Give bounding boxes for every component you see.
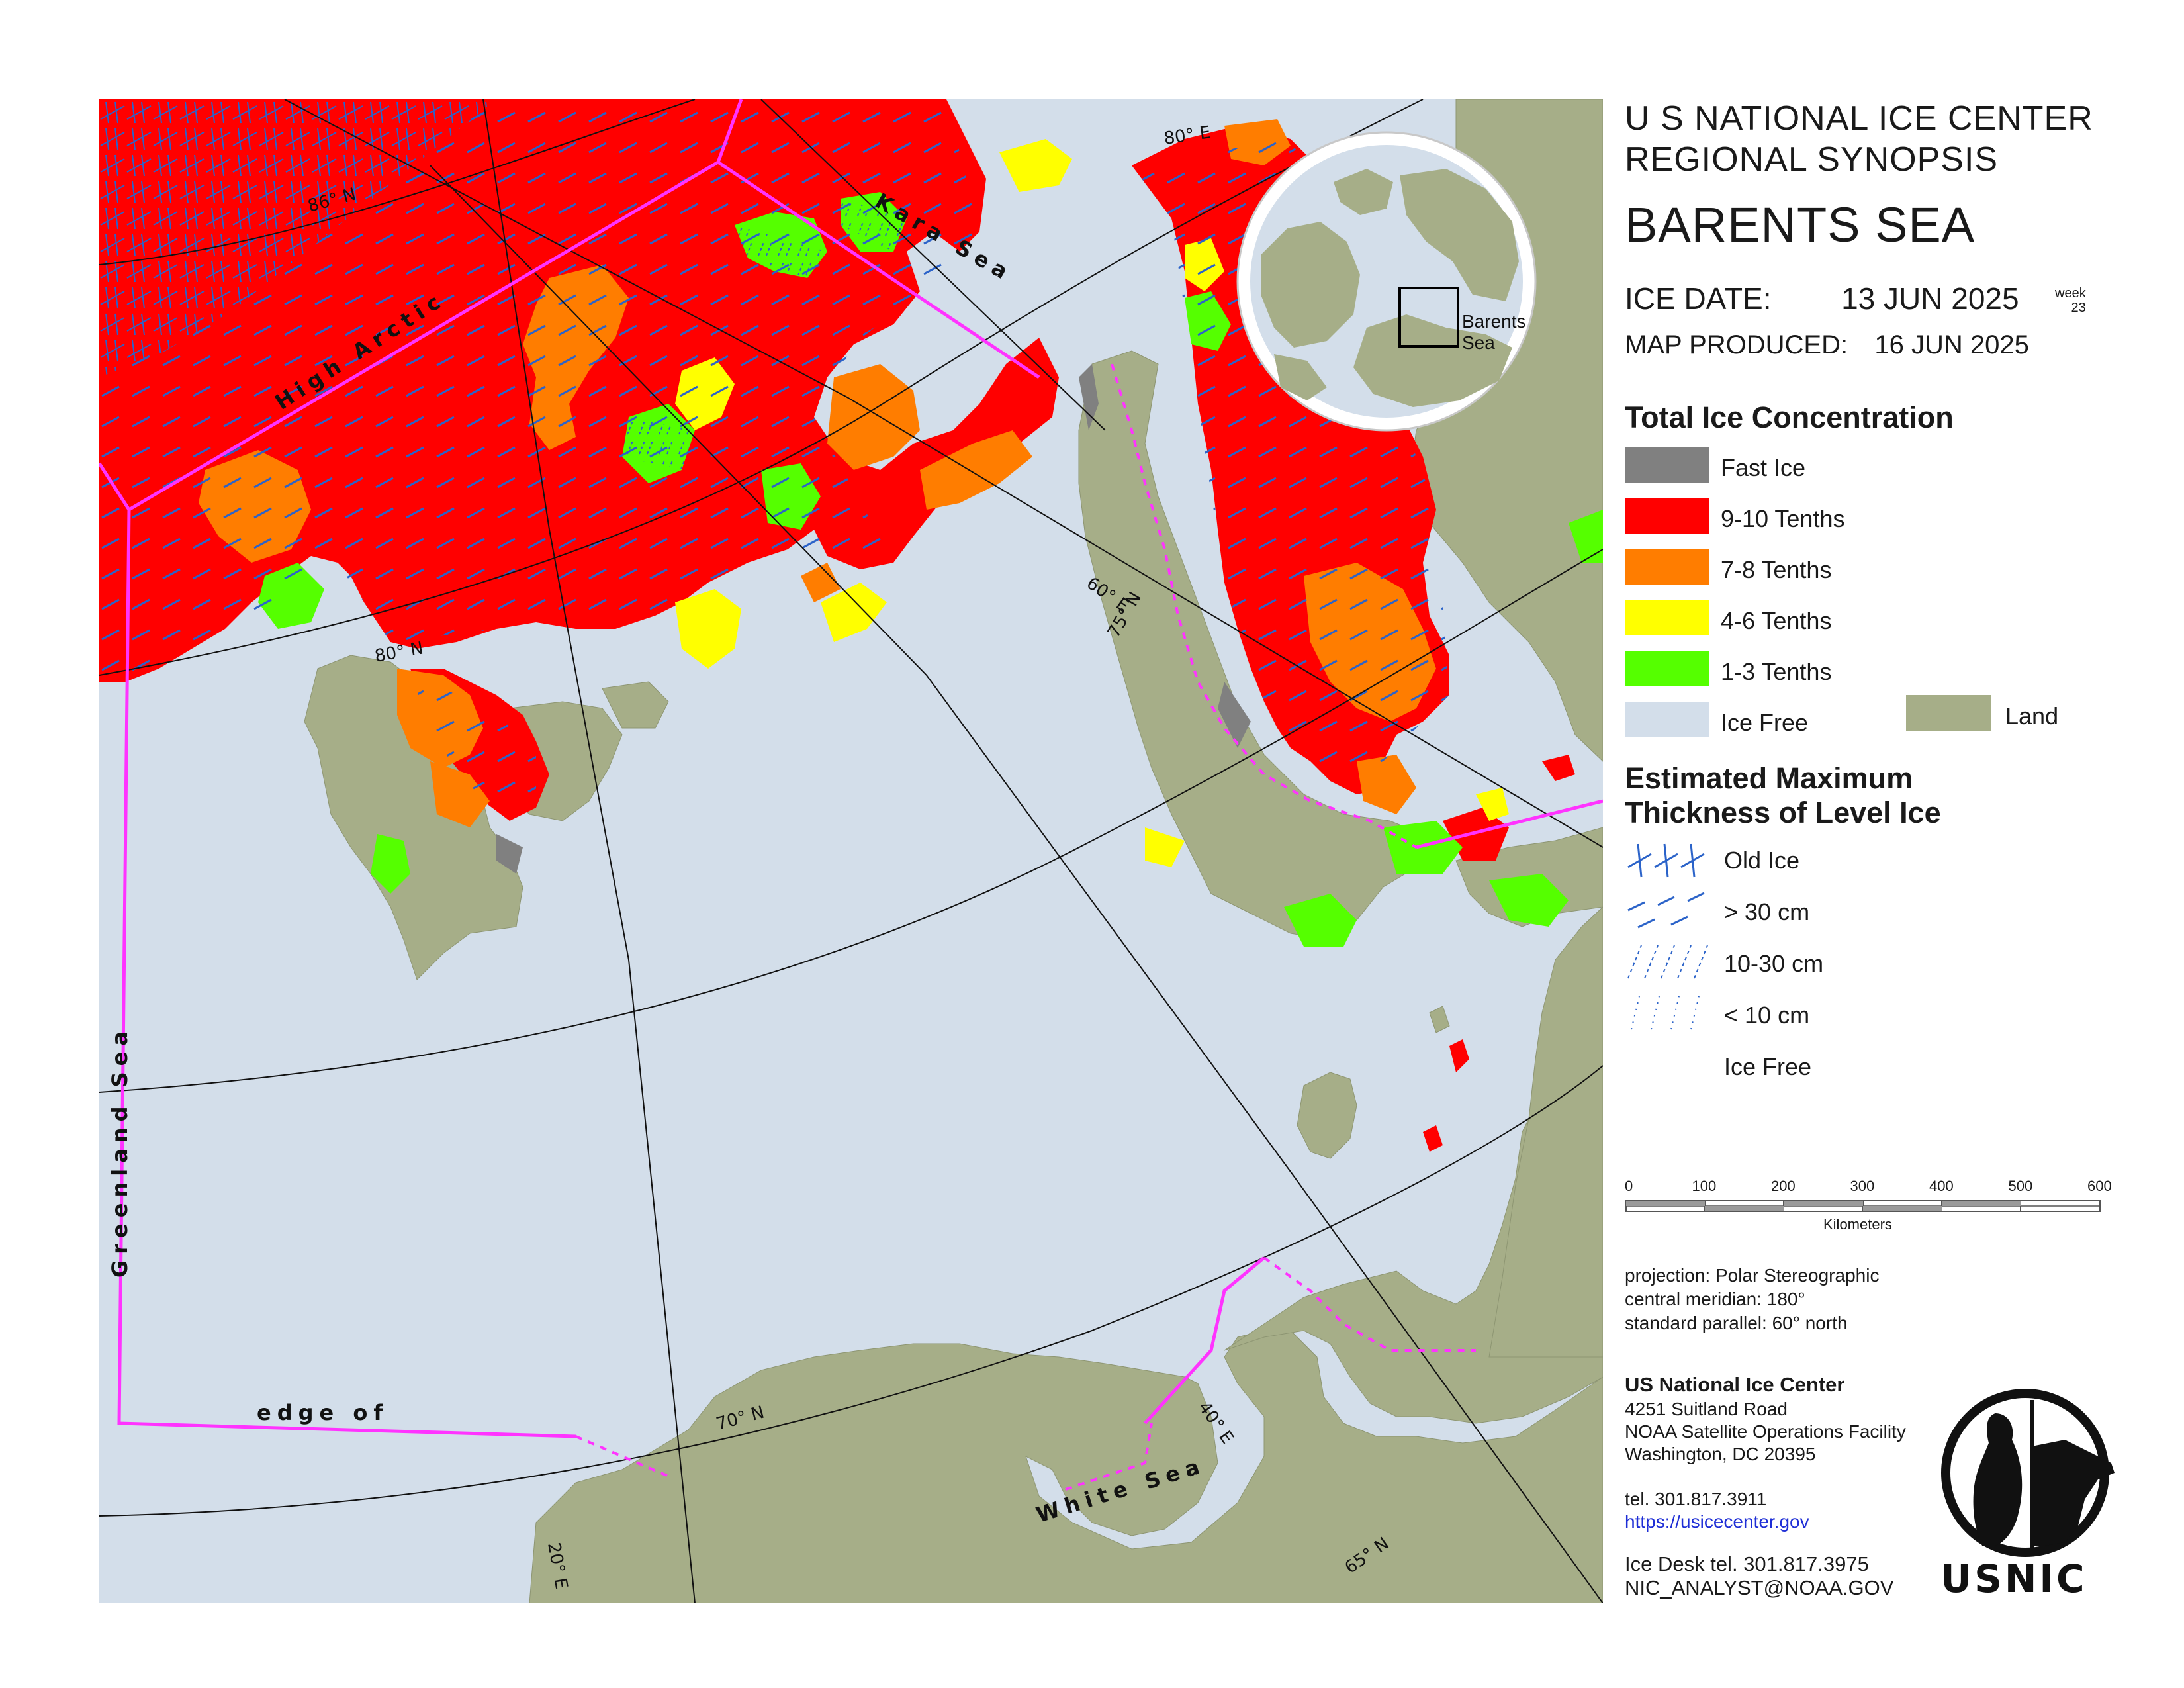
thickness-hatch-layer xyxy=(99,99,1449,808)
thickness-thin-label: < 10 cm xyxy=(1724,1002,1810,1029)
contact-address-1: 4251 Suitland Road xyxy=(1625,1399,1788,1419)
concentration-swatch xyxy=(1625,702,1709,737)
thickness-old-label: Old Ice xyxy=(1724,847,1800,874)
scale-bar: 0 100 200 300 400 500 600 Kilometers xyxy=(1625,1178,2112,1233)
concentration-swatch xyxy=(1625,549,1709,585)
week-label: week xyxy=(2055,286,2086,301)
contact-address-2: NOAA Satellite Operations Facility xyxy=(1625,1421,1906,1442)
usnic-logo: USNIC xyxy=(1940,1389,2115,1601)
contact-tel: tel. 301.817.3911 xyxy=(1625,1489,1767,1509)
ice-desk-tel: Ice Desk tel. 301.817.3975 xyxy=(1625,1552,1869,1575)
ice-date-label: ICE DATE: xyxy=(1625,281,1772,316)
concentration-swatch xyxy=(1625,651,1709,686)
inset-region-box xyxy=(1398,287,1459,348)
thickness-old-swatch xyxy=(1627,843,1705,878)
scale-tick-label: 500 xyxy=(2008,1178,2033,1194)
usnic-logo-text: USNIC xyxy=(1940,1556,2087,1601)
scale-tick-label: 600 xyxy=(2087,1178,2112,1194)
inset-label-2: Sea xyxy=(1462,332,1495,353)
produced-date: 16 JUN 2025 xyxy=(1874,330,2029,359)
projection-line-3: standard parallel: 60° north xyxy=(1625,1313,1848,1333)
contact-url-link[interactable]: https://usicecenter.gov xyxy=(1625,1511,1809,1532)
week-badge: week 23 xyxy=(2055,286,2086,315)
legend-panel: U S NATIONAL ICE CENTER REGIONAL SYNOPSI… xyxy=(1625,99,2167,1609)
analysis-boundary xyxy=(99,99,1603,1438)
concentration-label: Ice Free xyxy=(1721,709,1809,736)
inset-label-1: Barents xyxy=(1462,311,1526,332)
thickness-legend-title-2: Thickness of Level Ice xyxy=(1625,796,1941,829)
scale-tick-label: 100 xyxy=(1692,1178,1717,1194)
dashed-boundary xyxy=(575,363,1476,1491)
concentration-label: 7-8 Tenths xyxy=(1721,556,1832,583)
inset-globe: Barents Sea xyxy=(1236,131,1537,432)
org-line-1: U S NATIONAL ICE CENTER xyxy=(1625,99,2093,138)
concentration-swatch xyxy=(1625,498,1709,534)
thickness-thin-swatch xyxy=(1631,996,1700,1030)
ice-date-value: 13 JUN 2025 xyxy=(1841,281,2019,316)
scale-tick-label: 0 xyxy=(1625,1178,1633,1194)
thickness-icefree-label: Ice Free xyxy=(1724,1053,1812,1080)
thickness-mid-label: 10-30 cm xyxy=(1724,950,1824,977)
contact-email: NIC_ANALYST@NOAA.GOV xyxy=(1625,1576,1894,1599)
projection-line-1: projection: Polar Stereographic xyxy=(1625,1265,1880,1286)
region-title: BARENTS SEA xyxy=(1625,197,1976,252)
scale-tick-label: 400 xyxy=(1929,1178,1954,1194)
org-line-2: REGIONAL SYNOPSIS xyxy=(1625,140,1999,179)
concentration-label: 4-6 Tenths xyxy=(1721,607,1832,634)
label-edge-of: edge of xyxy=(257,1400,388,1425)
graticule xyxy=(99,99,1603,1603)
land-swatch xyxy=(1906,695,1991,731)
concentration-swatch xyxy=(1625,600,1709,635)
concentration-label: 9-10 Tenths xyxy=(1721,505,1845,532)
label-greenland-sea: Greenland Sea xyxy=(107,1025,132,1278)
ice-date-row: ICE DATE: 13 JUN 2025 xyxy=(1625,281,2019,316)
thickness-mid-swatch xyxy=(1627,945,1708,979)
produced-row: MAP PRODUCED: 16 JUN 2025 xyxy=(1625,328,2029,362)
week-number: 23 xyxy=(2071,301,2086,315)
scale-graphic xyxy=(1625,1200,2101,1212)
concentration-label: Fast Ice xyxy=(1721,454,1806,481)
scale-unit: Kilometers xyxy=(1823,1216,1892,1233)
thickness-thick-label: > 30 cm xyxy=(1724,898,1810,925)
concentration-swatch xyxy=(1625,447,1709,483)
land-label: Land xyxy=(2005,702,2059,729)
contact-name: US National Ice Center xyxy=(1625,1373,1845,1396)
concentration-legend-title: Total Ice Concentration xyxy=(1625,400,1954,434)
projection-line-2: central meridian: 180° xyxy=(1625,1289,1805,1309)
thickness-legend-title-1: Estimated Maximum xyxy=(1625,761,1913,795)
produced-label: MAP PRODUCED: xyxy=(1625,330,1848,359)
contact-address-3: Washington, DC 20395 xyxy=(1625,1444,1816,1464)
concentration-label: 1-3 Tenths xyxy=(1721,658,1832,685)
thickness-thick-swatch xyxy=(1627,892,1705,929)
scale-tick-label: 300 xyxy=(1850,1178,1875,1194)
scale-tick-label: 200 xyxy=(1771,1178,1796,1194)
